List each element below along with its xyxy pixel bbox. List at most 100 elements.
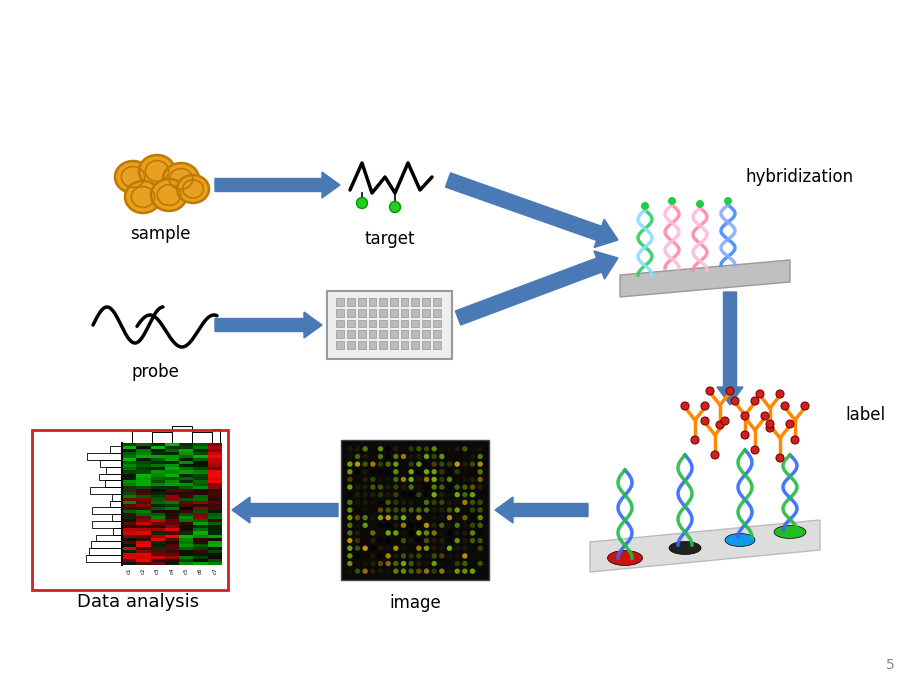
Circle shape: [362, 492, 368, 497]
Bar: [136, 443, 151, 446]
Bar: [136, 562, 151, 565]
Circle shape: [740, 431, 748, 439]
Bar: [208, 531, 221, 535]
Bar: [136, 489, 151, 492]
Circle shape: [369, 515, 375, 520]
Circle shape: [346, 546, 352, 551]
Circle shape: [740, 412, 748, 420]
Circle shape: [477, 561, 482, 566]
Circle shape: [362, 569, 368, 574]
Circle shape: [424, 507, 429, 513]
Circle shape: [461, 484, 467, 490]
Circle shape: [401, 500, 406, 505]
Bar: [165, 522, 179, 525]
Circle shape: [408, 553, 414, 559]
Bar: [179, 516, 193, 520]
Bar: [208, 535, 221, 538]
Bar: [179, 529, 193, 531]
Circle shape: [431, 538, 437, 543]
Circle shape: [357, 197, 367, 208]
Circle shape: [454, 492, 460, 497]
Bar: [122, 486, 136, 489]
Circle shape: [392, 484, 398, 490]
Bar: [165, 550, 179, 553]
Bar: [193, 540, 208, 544]
Circle shape: [389, 201, 400, 213]
Bar: [151, 553, 165, 556]
Bar: [411, 319, 419, 327]
Bar: [193, 501, 208, 504]
Circle shape: [385, 522, 391, 528]
Bar: [151, 544, 165, 546]
Circle shape: [401, 561, 406, 566]
Bar: [401, 319, 408, 327]
Bar: [122, 458, 136, 462]
Bar: [151, 495, 165, 498]
Bar: [179, 495, 193, 498]
Circle shape: [470, 454, 475, 459]
Bar: [179, 486, 193, 489]
Bar: [179, 489, 193, 492]
Circle shape: [438, 477, 444, 482]
Bar: [369, 309, 376, 317]
Circle shape: [415, 477, 421, 482]
Bar: [179, 455, 193, 458]
Circle shape: [415, 492, 421, 497]
Circle shape: [355, 546, 360, 551]
Bar: [151, 501, 165, 504]
Bar: [151, 516, 165, 520]
Circle shape: [790, 436, 798, 444]
Circle shape: [401, 569, 406, 574]
Bar: [346, 341, 355, 349]
Bar: [179, 443, 193, 446]
Circle shape: [415, 530, 421, 535]
Circle shape: [401, 469, 406, 475]
Bar: [122, 553, 136, 556]
Bar: [151, 535, 165, 538]
Circle shape: [369, 522, 375, 528]
Circle shape: [385, 469, 391, 475]
Bar: [179, 513, 193, 516]
Bar: [165, 452, 179, 455]
Bar: [336, 298, 344, 306]
Circle shape: [392, 538, 398, 543]
Circle shape: [346, 454, 352, 459]
Circle shape: [431, 515, 437, 520]
Circle shape: [766, 420, 773, 428]
Circle shape: [438, 446, 444, 451]
Bar: [390, 341, 397, 349]
Circle shape: [362, 469, 368, 475]
Bar: [179, 464, 193, 467]
Circle shape: [454, 522, 460, 528]
Circle shape: [461, 492, 467, 497]
Circle shape: [447, 477, 452, 482]
Circle shape: [415, 522, 421, 528]
Bar: [165, 446, 179, 449]
Circle shape: [785, 420, 793, 428]
Bar: [179, 544, 193, 546]
Circle shape: [431, 553, 437, 559]
Circle shape: [696, 200, 703, 208]
Ellipse shape: [163, 163, 199, 195]
Bar: [411, 331, 419, 338]
Bar: [193, 522, 208, 525]
Circle shape: [725, 387, 733, 395]
Bar: [165, 507, 179, 510]
Circle shape: [447, 462, 452, 467]
Circle shape: [477, 530, 482, 535]
Circle shape: [461, 569, 467, 574]
Bar: [165, 520, 179, 522]
Circle shape: [408, 530, 414, 535]
Bar: [208, 482, 221, 486]
Bar: [165, 462, 179, 464]
Bar: [193, 443, 208, 446]
Text: c2: c2: [141, 568, 146, 575]
Bar: [179, 480, 193, 482]
Bar: [208, 559, 221, 562]
Circle shape: [447, 515, 452, 520]
Polygon shape: [215, 312, 322, 338]
Bar: [179, 446, 193, 449]
Circle shape: [470, 446, 475, 451]
Bar: [165, 492, 179, 495]
Bar: [357, 319, 365, 327]
